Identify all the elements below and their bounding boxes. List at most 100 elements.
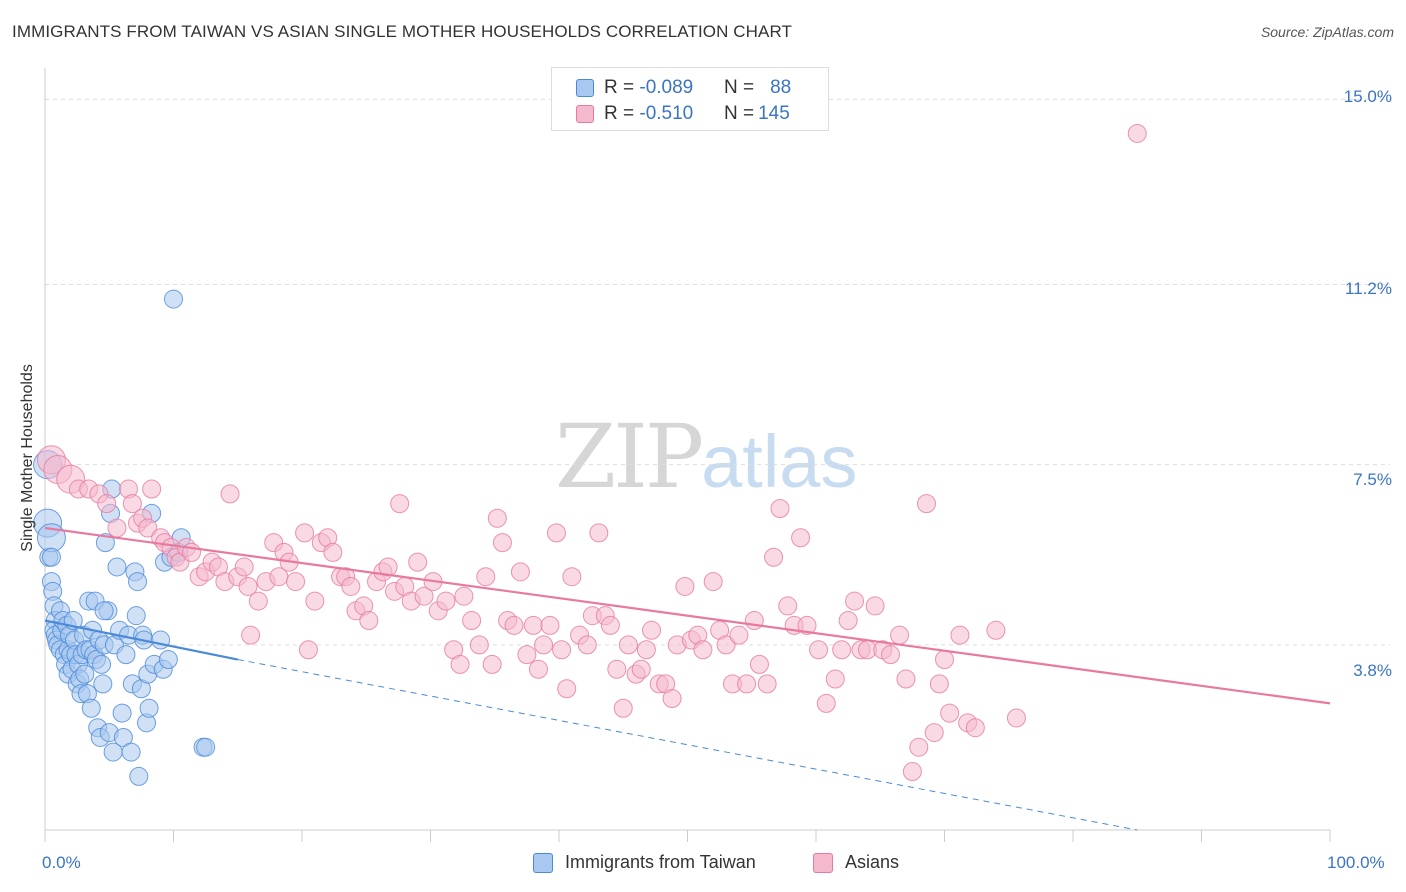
data-point-asians (764, 547, 784, 567)
data-point-asians (589, 523, 609, 543)
data-point-asians (832, 640, 852, 660)
data-point-taiwan (94, 601, 114, 621)
data-point-asians (703, 572, 723, 592)
data-point-asians (778, 596, 798, 616)
data-point-asians (770, 499, 790, 519)
legend-r-label: R = (604, 77, 640, 98)
data-point-asians (636, 640, 656, 660)
y-tick-label: 3.8% (1353, 661, 1392, 680)
data-point-asians (238, 576, 258, 596)
data-point-taiwan (41, 547, 61, 567)
data-point-asians (462, 611, 482, 631)
x-tick-label: 100.0% (1327, 853, 1385, 872)
data-point-asians (917, 494, 937, 514)
source-credit: Source: ZipAtlas.com (1260, 24, 1394, 40)
data-point-asians (791, 528, 811, 548)
legend-r-value: -0.089 (639, 77, 694, 98)
data-point-asians (378, 557, 398, 577)
legend-r-value: -0.510 (639, 103, 694, 124)
data-point-asians (286, 572, 306, 592)
data-point-asians (295, 523, 315, 543)
data-point-asians (1127, 123, 1147, 143)
legend-n-value: 88 (770, 77, 792, 98)
legend-swatch-blue (576, 79, 594, 97)
data-point-taiwan (92, 654, 112, 674)
data-point-asians (797, 615, 817, 635)
data-point-asians (517, 645, 537, 665)
data-point-taiwan (121, 742, 141, 762)
y-tick-label: 11.2% (1345, 279, 1392, 298)
data-point-asians (845, 591, 865, 611)
data-point-taiwan (128, 572, 148, 592)
data-point-asians (675, 576, 695, 596)
data-point-asians (881, 645, 901, 665)
data-point-asians (1006, 708, 1026, 728)
data-point-taiwan (113, 727, 133, 747)
data-point-asians (557, 679, 577, 699)
data-point-asians (890, 625, 910, 645)
data-point-asians (965, 718, 985, 738)
correlation-legend: R = -0.089 N = 88 R = -0.510 N = 145 (551, 67, 829, 131)
data-point-taiwan (112, 703, 132, 723)
watermark: ZIPatlas (555, 405, 857, 508)
trendline-taiwan-extension (237, 659, 1138, 831)
data-point-asians (552, 640, 572, 660)
data-point-asians (454, 586, 474, 606)
data-point-taiwan (158, 650, 178, 670)
data-point-asians (737, 674, 757, 694)
data-point-taiwan (95, 533, 115, 553)
data-point-asians (618, 635, 638, 655)
data-point-asians (414, 586, 434, 606)
data-point-asians (523, 615, 543, 635)
data-point-taiwan (151, 630, 171, 650)
y-tick-label: 15.0% (1343, 87, 1392, 106)
data-point-asians (510, 562, 530, 582)
data-point-taiwan (93, 674, 113, 694)
legend-r: R = -0.510 (604, 103, 724, 125)
bottom-legend-label: Immigrants from Taiwan (565, 852, 756, 872)
data-point-asians (902, 762, 922, 782)
watermark-atlas: atlas (701, 420, 858, 503)
legend-swatch-pink (576, 105, 594, 123)
bottom-legend-asians: Asians (813, 852, 899, 873)
data-point-asians (476, 567, 496, 587)
data-point-asians (642, 620, 662, 640)
data-point-taiwan (139, 698, 159, 718)
bottom-legend-taiwan: Immigrants from Taiwan (533, 852, 756, 873)
data-point-asians (950, 625, 970, 645)
data-point-asians (487, 508, 507, 528)
data-point-taiwan (129, 766, 149, 786)
legend-row-taiwan: R = -0.089 N = 88 (576, 76, 791, 100)
data-point-asians (234, 557, 254, 577)
x-tick-label: 0.0% (42, 853, 81, 872)
data-point-asians (929, 674, 949, 694)
data-point-taiwan (81, 698, 101, 718)
data-point-asians (469, 635, 489, 655)
data-point-asians (749, 654, 769, 674)
data-point-asians (631, 659, 651, 679)
data-point-asians (107, 518, 127, 538)
data-point-asians (935, 650, 954, 670)
data-point-asians (359, 611, 379, 631)
data-point-asians (744, 611, 764, 631)
trendline-asians (44, 526, 1331, 705)
data-point-asians (504, 615, 524, 635)
watermark-zip: ZIP (555, 405, 704, 508)
bottom-legend-label: Asians (845, 852, 900, 872)
data-point-asians (816, 693, 836, 713)
legend-n-value: 145 (758, 103, 790, 124)
data-point-asians (825, 669, 845, 689)
data-point-asians (323, 542, 343, 562)
data-point-asians (142, 479, 162, 499)
data-point-asians (809, 640, 829, 660)
data-point-taiwan (75, 664, 95, 684)
data-point-taiwan (196, 737, 216, 757)
data-point-asians (492, 533, 512, 553)
data-point-asians (607, 659, 627, 679)
data-point-asians (436, 591, 456, 611)
data-point-asians (940, 703, 960, 723)
data-point-asians (241, 625, 261, 645)
data-point-taiwan (116, 645, 136, 665)
trendline-taiwan (44, 619, 238, 661)
data-point-asians (924, 723, 944, 743)
